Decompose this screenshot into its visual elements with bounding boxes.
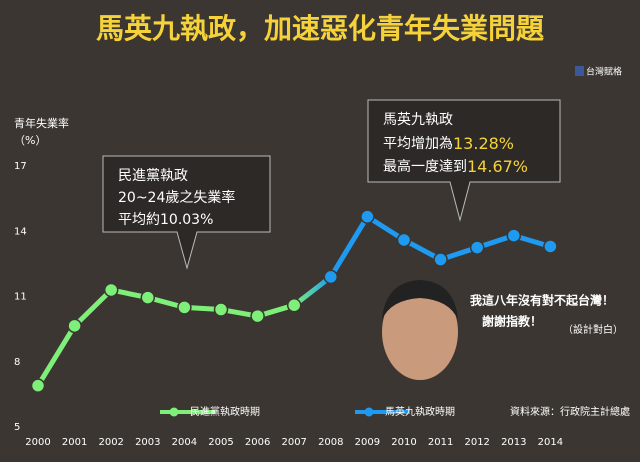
quote: 謝謝指教！ (482, 314, 542, 329)
data-point (360, 209, 375, 224)
annotation: 20~24歲之失業率 (118, 189, 235, 206)
legend-label: 民進黨執政時期 (190, 405, 260, 418)
annotation: 平均約10.03% (118, 212, 213, 228)
x-tick-label: 2002 (98, 437, 123, 448)
x-tick-label: 2007 (281, 437, 306, 448)
portrait (382, 284, 458, 380)
x-tick-label: 2001 (62, 437, 87, 448)
data-point (323, 269, 339, 285)
x-tick-label: 2005 (208, 437, 233, 448)
x-tick-label: 2000 (25, 437, 50, 448)
y-tick-label: 8 (14, 357, 20, 368)
x-tick-label: 2010 (391, 437, 416, 448)
y-tick-label: 14 (14, 226, 27, 237)
annotation: 馬英九執政 (383, 111, 453, 128)
annotation-text: 最高一度達到 (383, 158, 467, 175)
x-tick-label: 2003 (135, 437, 160, 448)
data-point (213, 302, 229, 317)
data-point (543, 239, 558, 254)
y-axis-label: （%） (14, 134, 46, 147)
brand-icon (575, 66, 584, 76)
x-tick-label: 2004 (172, 437, 197, 448)
annotation-highlight: 13.28% (453, 134, 514, 153)
data-point (506, 228, 522, 243)
data-point (177, 300, 192, 315)
annotation: 平均增加為13.28% (383, 134, 514, 153)
data-point (469, 240, 485, 255)
connector (291, 274, 334, 308)
y-tick-label: 5 (14, 422, 20, 433)
y-axis-label: 青年失業率 (14, 116, 69, 130)
data-point (396, 232, 412, 248)
x-tick-label: 2013 (501, 437, 526, 448)
y-tick-label: 11 (14, 292, 27, 303)
x-tick-label: 2009 (355, 437, 380, 448)
x-tick-label: 2014 (538, 437, 563, 448)
x-tick-label: 2011 (428, 437, 453, 448)
data-point (67, 318, 82, 334)
y-tick-label: 17 (14, 161, 27, 172)
data-point (433, 252, 448, 267)
x-tick-label: 2012 (464, 437, 489, 448)
data-point (286, 297, 302, 313)
source: 資料來源：行政院主計總處 (510, 405, 630, 418)
portrait-hair (382, 280, 458, 320)
annotation: 最高一度達到14.67% (383, 157, 528, 176)
x-tick-label: 2008 (318, 437, 343, 448)
data-point (30, 378, 46, 393)
x-tick-label: 2006 (245, 437, 270, 448)
legend-dot (169, 407, 179, 417)
annotation: 民進黨執政 (118, 168, 188, 184)
quote: 我這八年沒有對不起台灣！ (470, 293, 614, 308)
annotation-highlight: 14.67% (467, 157, 528, 176)
brand: 台灣賦格 (586, 66, 622, 78)
quote-note: （設計對白） (563, 323, 623, 336)
legend-label: 馬英九執政時期 (385, 405, 455, 418)
data-point (103, 282, 119, 298)
callout-box (102, 155, 271, 270)
data-point (250, 308, 265, 324)
chart-title: 馬英九執政，加速惡化青年失業問題 (96, 12, 545, 45)
callout-box (367, 99, 561, 222)
annotation-text: 平均增加為 (383, 136, 453, 152)
legend-dot (364, 407, 374, 417)
data-point (140, 290, 156, 305)
